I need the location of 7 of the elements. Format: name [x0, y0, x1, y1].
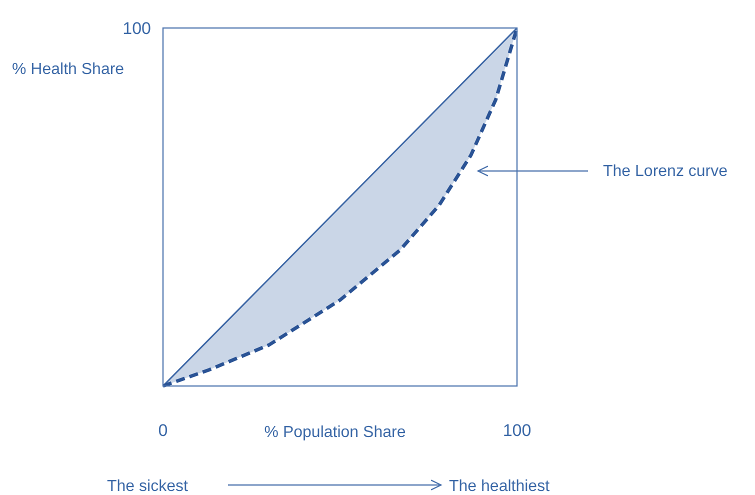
- x-tick-label: 0: [158, 421, 168, 440]
- text: The healthiest: [449, 478, 550, 495]
- text: The Lorenz curve: [603, 163, 728, 180]
- x-axis-title: % Population Share: [264, 424, 406, 441]
- text: 100: [122, 19, 151, 38]
- y-axis-title: % Health Share: [12, 61, 124, 78]
- text: The sickest: [107, 478, 188, 495]
